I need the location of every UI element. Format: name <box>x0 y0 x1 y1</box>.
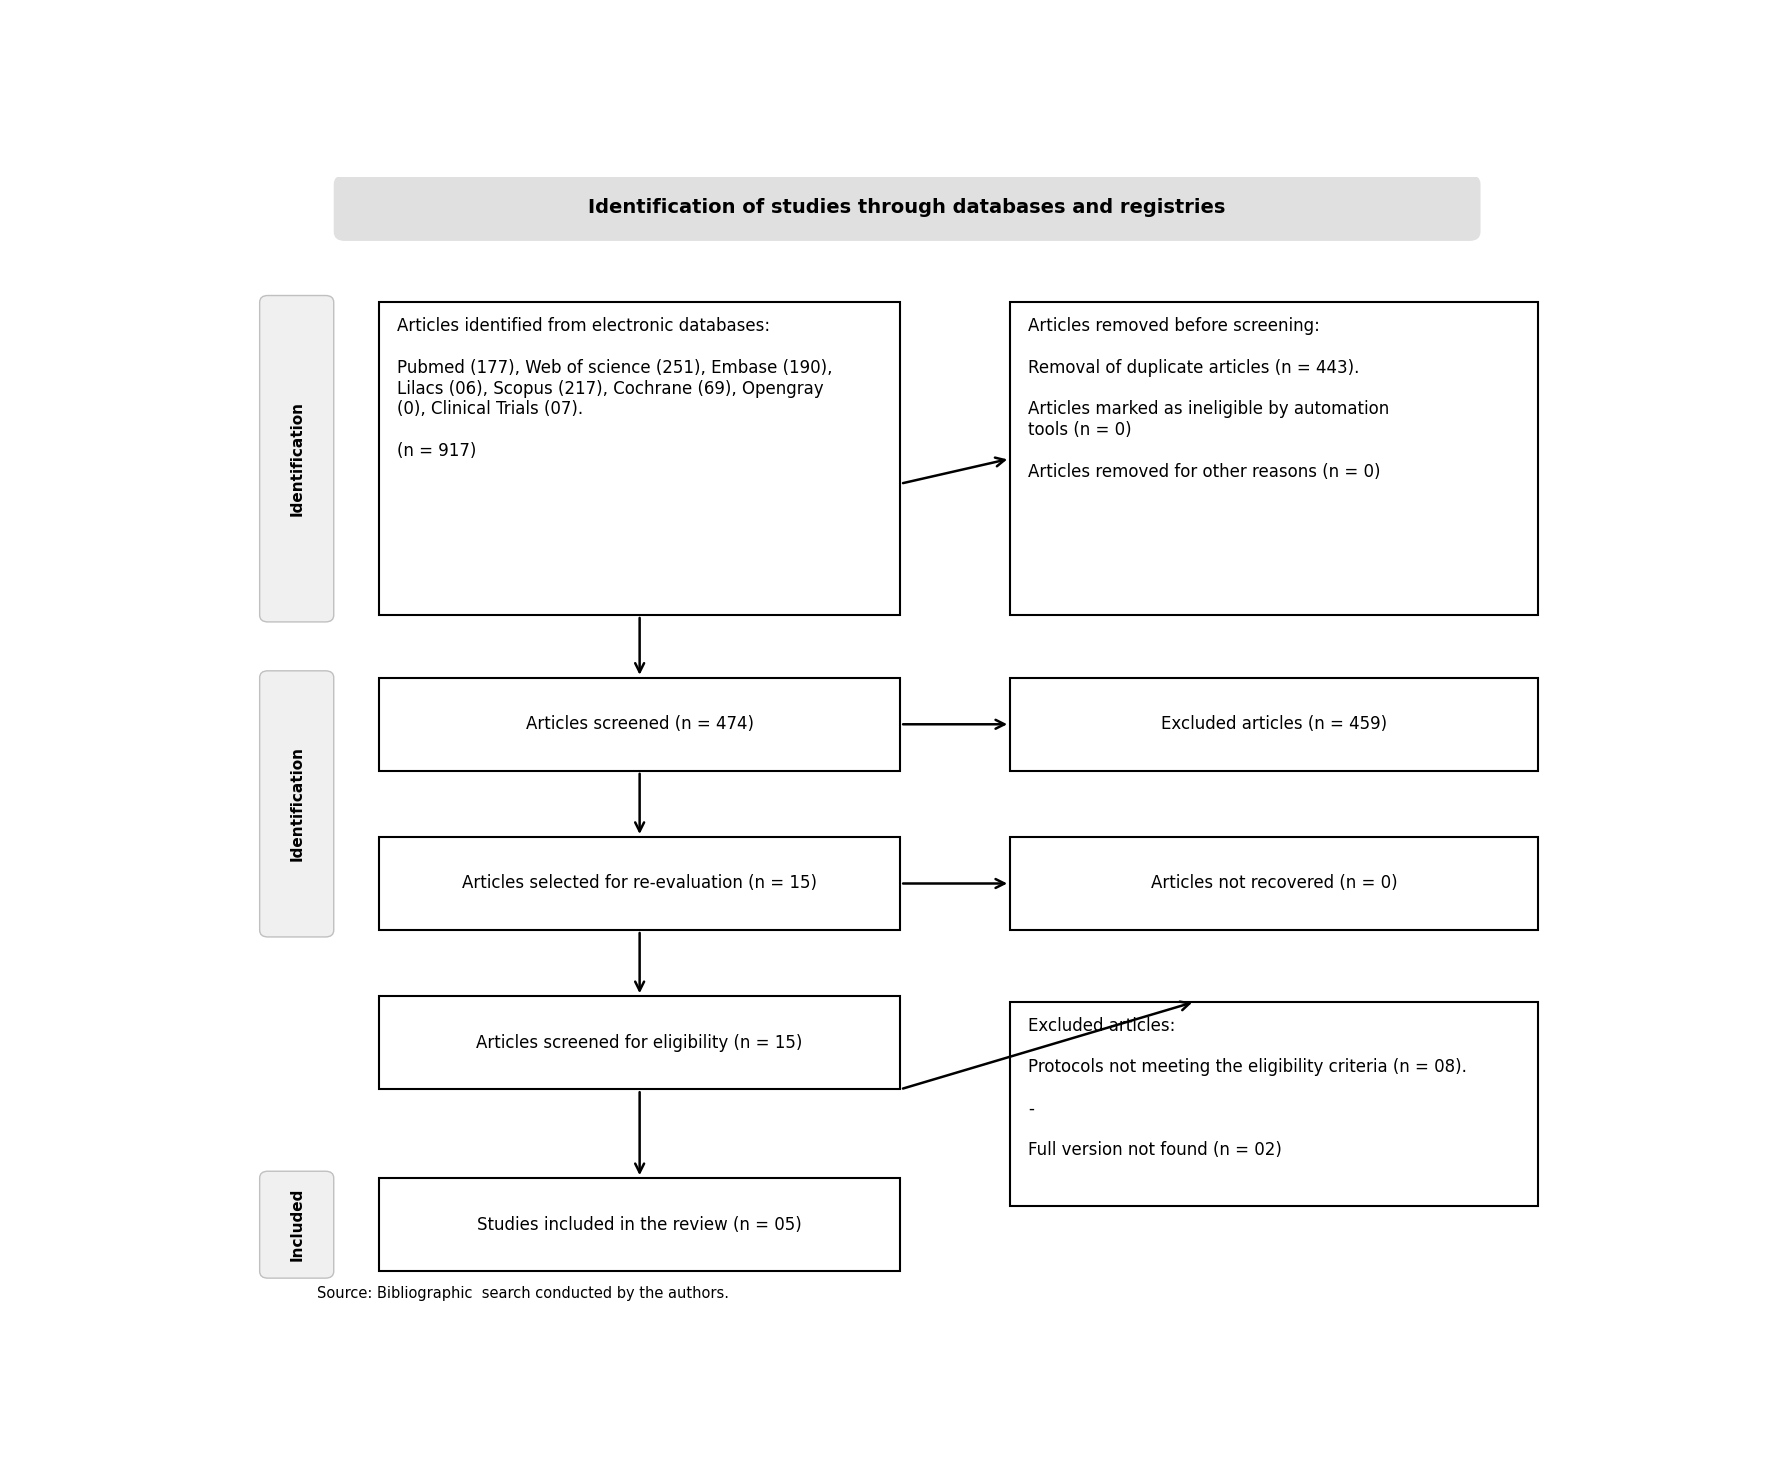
FancyBboxPatch shape <box>1011 303 1538 614</box>
Text: Articles identified from electronic databases:

Pubmed (177), Web of science (25: Articles identified from electronic data… <box>396 318 832 459</box>
FancyBboxPatch shape <box>1011 678 1538 771</box>
FancyBboxPatch shape <box>379 678 901 771</box>
FancyBboxPatch shape <box>260 295 335 622</box>
Text: Articles screened (n = 474): Articles screened (n = 474) <box>526 715 754 733</box>
Text: Articles selected for re-evaluation (n = 15): Articles selected for re-evaluation (n =… <box>462 874 818 892</box>
Text: Included: Included <box>289 1188 304 1261</box>
Text: Excluded articles:

Protocols not meeting the eligibility criteria (n = 08).

-
: Excluded articles: Protocols not meeting… <box>1028 1016 1467 1159</box>
Text: Excluded articles (n = 459): Excluded articles (n = 459) <box>1161 715 1388 733</box>
FancyBboxPatch shape <box>260 1171 335 1278</box>
Text: Articles not recovered (n = 0): Articles not recovered (n = 0) <box>1150 874 1397 892</box>
FancyBboxPatch shape <box>379 837 901 931</box>
FancyBboxPatch shape <box>1011 837 1538 931</box>
Text: Articles screened for eligibility (n = 15): Articles screened for eligibility (n = 1… <box>476 1034 804 1052</box>
FancyBboxPatch shape <box>379 1179 901 1272</box>
FancyBboxPatch shape <box>379 303 901 614</box>
Text: Identification of studies through databases and registries: Identification of studies through databa… <box>588 198 1227 217</box>
Text: Identification: Identification <box>289 746 304 861</box>
Text: Studies included in the review (n = 05): Studies included in the review (n = 05) <box>478 1216 802 1233</box>
FancyBboxPatch shape <box>260 671 335 936</box>
Text: Source: Bibliographic  search conducted by the authors.: Source: Bibliographic search conducted b… <box>317 1286 729 1301</box>
Text: Identification: Identification <box>289 402 304 517</box>
FancyBboxPatch shape <box>379 995 901 1090</box>
FancyBboxPatch shape <box>1011 1001 1538 1207</box>
FancyBboxPatch shape <box>335 174 1480 241</box>
Text: Articles removed before screening:

Removal of duplicate articles (n = 443).

Ar: Articles removed before screening: Remov… <box>1028 318 1389 480</box>
